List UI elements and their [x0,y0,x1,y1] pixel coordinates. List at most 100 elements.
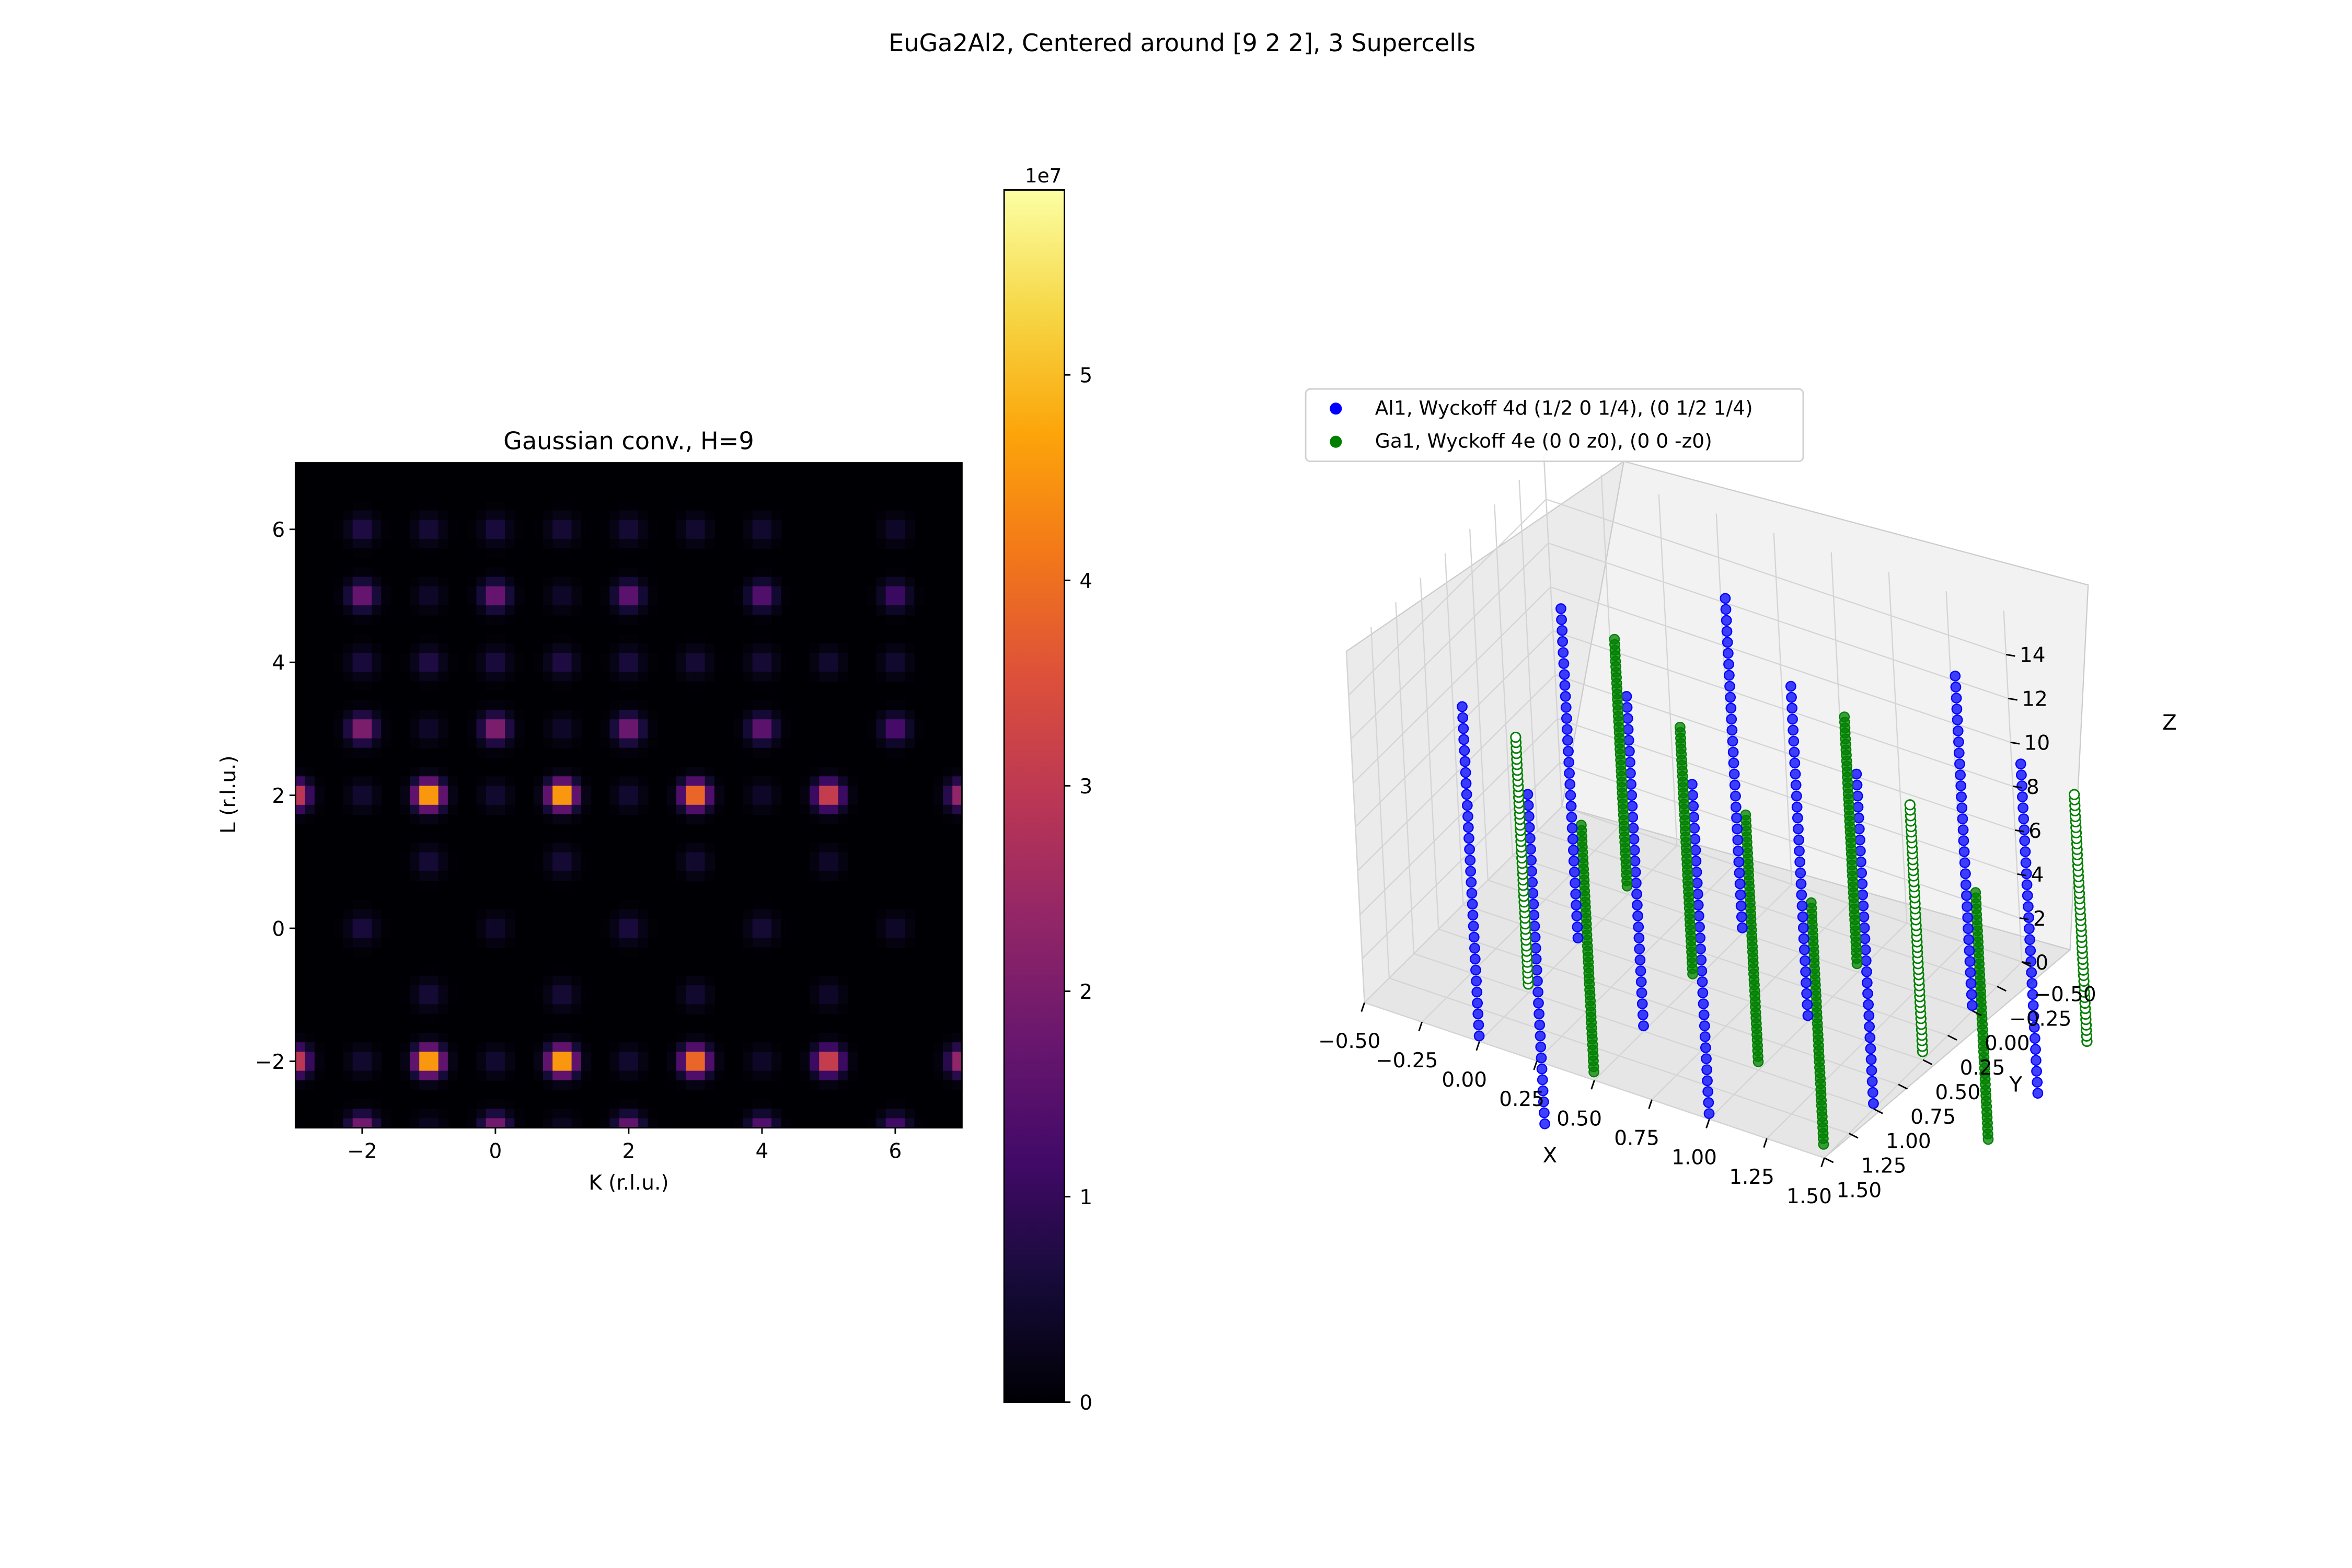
heatmap-cell [543,520,553,530]
heatmap-cell [419,852,429,862]
heatmap-cell [372,1052,382,1062]
heatmap-cell [353,605,363,615]
heatmap-cell [343,1061,353,1071]
heatmap-cell [505,700,515,710]
heatmap-cell [695,776,705,786]
point-al1 [1789,736,1798,746]
heatmap-cell [676,653,686,663]
heatmap-cell [429,682,439,691]
heatmap-cell [895,672,905,682]
point-al1 [1792,802,1802,812]
heatmap-cell [495,729,505,739]
heatmap-cell [439,1004,448,1014]
point-al1 [1727,725,1737,735]
heatmap-cell [410,539,420,549]
heatmap-ytick-label: 4 [272,652,285,675]
heatmap-cell [600,919,610,929]
point-al1 [1700,1021,1709,1030]
heatmap-cell [362,672,372,682]
point-al1 [1728,736,1737,746]
heatmap-cell [362,710,372,720]
heatmap-cell [552,501,562,511]
heatmap-cell [448,776,458,786]
heatmap-cell [295,795,305,805]
heatmap-cell [410,729,420,739]
point-al1 [1859,912,1869,921]
heatmap-cell [762,1061,772,1071]
heatmap-cell [486,577,496,587]
heatmap-cell [495,748,505,758]
heatmap-cell [495,700,505,710]
heatmap-cell [743,510,753,520]
heatmap-cell [343,1099,353,1109]
heatmap-cell [705,1033,715,1043]
heatmap-cell [534,520,544,530]
heatmap-cell [771,605,781,615]
point-al1 [2021,847,2030,856]
heatmap-cell [952,767,962,777]
heatmap-cell [800,1071,810,1081]
heatmap-cell [819,653,829,663]
heatmap-cell [581,985,591,995]
point-al1 [1473,1009,1483,1019]
point-al1 [1560,681,1570,690]
heatmap-cell [505,615,515,625]
heatmap-cell [848,776,858,786]
heatmap-cell [362,662,372,672]
heatmap-cell [562,548,572,558]
heatmap-cell [828,767,838,777]
heatmap-cell [781,586,791,596]
heatmap-cell [372,1042,382,1052]
heatmap-cell [562,596,572,606]
heatmap-cell [676,862,686,872]
heatmap-cell [439,596,448,606]
heatmap-cell [810,786,820,795]
heatmap-cell [410,586,420,596]
point-al1 [1627,790,1636,800]
point-al1 [1696,944,1705,953]
heatmap-cell [695,682,705,691]
point-al1 [1572,911,1582,920]
heatmap-cell [439,862,448,872]
heatmap-cell [305,1042,315,1052]
heatmap-cell [439,976,448,986]
heatmap-cell [333,586,343,596]
heatmap-cell [886,909,896,919]
heatmap-cell [552,653,562,663]
heatmap-cell [486,710,496,720]
point-al1 [1797,901,1807,910]
heatmap-cell [372,710,382,720]
heatmap-cell [848,805,858,815]
heatmap-cell [562,881,572,891]
heatmap-cell [495,776,505,786]
heatmap-cell [333,577,343,587]
heatmap-cell [429,501,439,511]
point-al1 [1731,802,1740,812]
heatmap-cell [343,510,353,520]
colorbar-tick-label: 4 [1079,570,1092,593]
heatmap-cell [495,919,505,929]
heatmap-cell [828,786,838,795]
heatmap-cell [419,843,429,853]
heatmap-cell [467,577,477,587]
point-al1 [1474,1020,1483,1030]
heatmap-cell [886,586,896,596]
heatmap-cell [771,672,781,682]
point-al1 [2019,814,2028,823]
heatmap-cell [905,739,915,748]
heatmap-cell [952,1042,962,1052]
heatmap-cell [381,577,391,587]
heatmap-cell [543,1061,553,1071]
heatmap-cell [495,605,505,615]
heatmap-cell [753,739,763,748]
heatmap-cell [753,719,763,729]
heatmap-cell [810,1042,820,1052]
heatmap-cell [753,596,763,606]
heatmap-cell [686,995,696,1005]
heatmap-cell [895,510,905,520]
heatmap-cell [619,1099,629,1109]
heatmap-ytick-label: 2 [272,785,285,808]
heatmap-cell [439,852,448,862]
heatmap-cell [629,567,639,577]
point-al1 [1730,769,1739,779]
